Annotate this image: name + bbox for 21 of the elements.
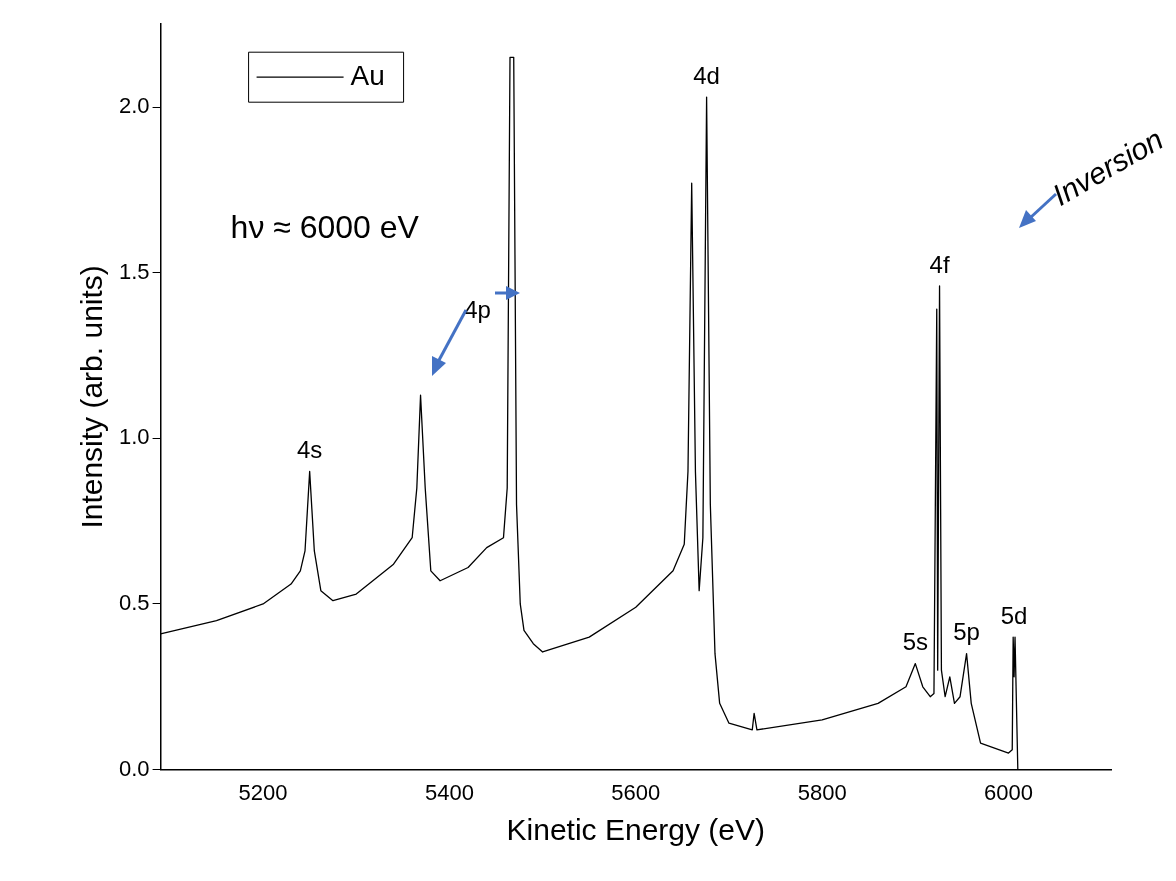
annotation: 4d: [693, 61, 720, 89]
x-tick-label: 5400: [424, 779, 474, 805]
annotation: 4s: [296, 436, 323, 464]
y-tick-label: 0.5: [118, 590, 150, 616]
x-axis-title: Kinetic Energy (eV): [506, 813, 766, 847]
annotation: 4f: [929, 250, 950, 278]
annotation: 5s: [902, 628, 929, 656]
y-tick-label: 0.0: [118, 755, 150, 781]
x-tick-label: 5200: [238, 779, 288, 805]
y-axis-title: Intensity (arb. units): [75, 265, 109, 529]
annotation: 5d: [1000, 601, 1028, 629]
annotation: 5p: [953, 618, 980, 646]
x-tick-label: 5600: [611, 779, 661, 805]
x-tick-label: 5800: [797, 779, 847, 805]
annotation: 4p: [464, 295, 491, 323]
y-tick-label: 1.5: [118, 258, 150, 284]
legend-label: Au: [350, 59, 385, 91]
y-tick-label: 2.0: [118, 93, 150, 119]
annotation: hν ≈ 6000 eV: [230, 209, 420, 246]
y-tick-label: 1.0: [118, 424, 150, 450]
x-tick-label: 6000: [984, 779, 1033, 805]
